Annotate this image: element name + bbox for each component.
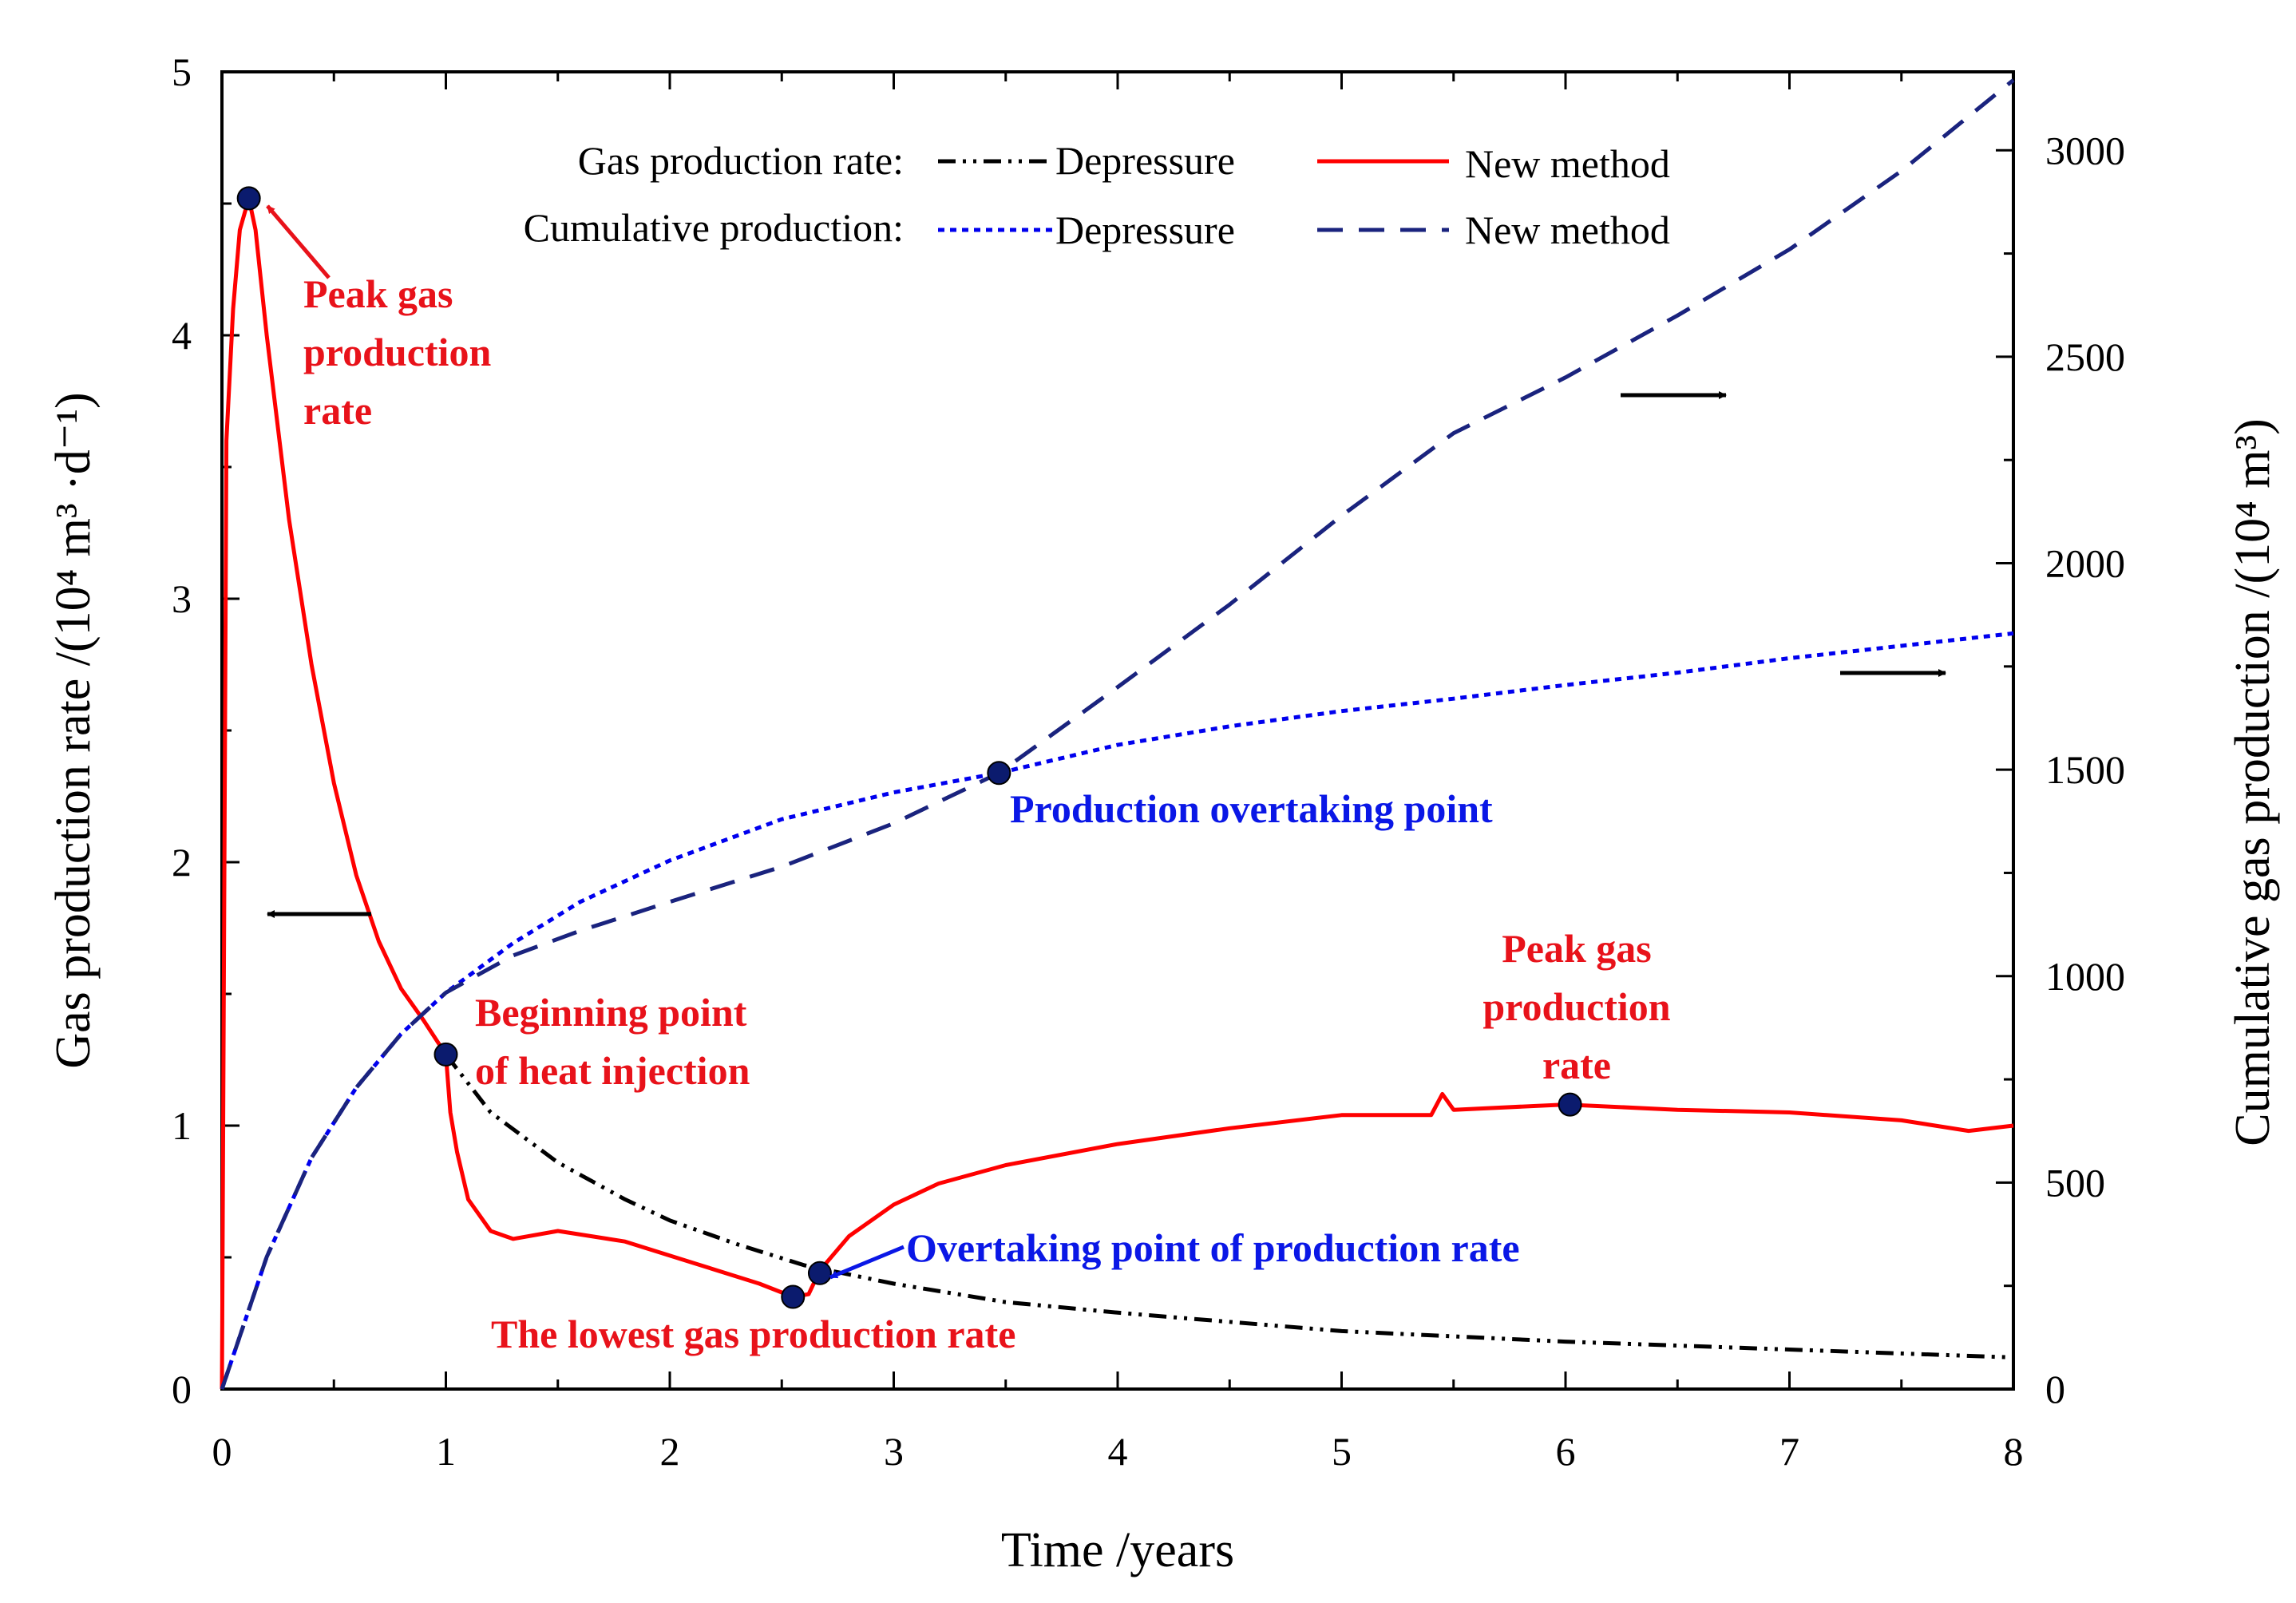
y2-tick-label: 500 [2045,1160,2105,1205]
annotation-peak1-line3: rate [303,388,372,433]
x-tick-label: 4 [1108,1429,1128,1474]
legend-rate-new: New method [1465,141,1670,186]
data-marker [433,1042,458,1067]
annotation-overtake-rate: Overtaking point of production rate [906,1225,1520,1270]
series-line-2 [220,631,2014,1390]
data-marker [987,761,1011,786]
legend: Gas production rate: Cumulative producti… [524,138,1670,252]
y2-tick-label: 1000 [2045,954,2125,999]
plot-frame [220,70,2015,1391]
y2-tick-label: 1500 [2045,747,2125,792]
annotation-peak2: Peak gas production rate [1483,926,1670,1087]
y2-tick-label: 0 [2045,1367,2065,1411]
y-tick-label: 5 [172,49,192,94]
y2-tick-label: 2500 [2045,334,2125,379]
annotation-peak1-line2: production [303,330,491,374]
data-marker [781,1284,806,1309]
annotation-peak1-line1: Peak gas [303,271,453,316]
overtake-rate-pointer-arrow [829,1245,905,1280]
y-tick-label: 0 [172,1367,192,1411]
y-tick-label: 1 [172,1103,192,1148]
x-tick-label: 0 [212,1429,232,1474]
y2-axis-title: Cumulative gas production /(10⁴ m³) [2226,418,2280,1146]
series-line-1 [220,196,2014,1390]
legend-rate-label: Gas production rate: [578,138,904,183]
annotation-peak2-line3: rate [1542,1043,1611,1087]
y-axis-title: Gas production rate /(10⁴ m³ ·d⁻¹) [46,392,101,1068]
y2-tick-label: 2000 [2045,541,2125,586]
series-group [220,78,2015,1390]
annotation-peak1: Peak gas production rate [303,271,491,433]
legend-cum-new: New method [1465,208,1670,252]
y-tick-label: 4 [172,313,192,358]
x-tick-label: 8 [2004,1429,2024,1474]
legend-cumulative-label: Cumulative production: [524,205,904,250]
legend-cum-depressure: Depressure [1055,208,1235,252]
y2-tick-label: 3000 [2045,128,2125,172]
x-tick-label: 5 [1332,1429,1352,1474]
x-tick-label: 2 [660,1429,680,1474]
annotation-lowest: The lowest gas production rate [491,1312,1015,1356]
annotation-peak2-line2: production [1483,984,1670,1029]
annotation-heat-injection: Beginning point of heat injection [475,990,750,1093]
annotation-heat-line2: of heat injection [475,1048,750,1093]
peak1-pointer-arrow [266,204,331,279]
axis-ticks [220,70,2015,1391]
y-tick-label: 2 [172,840,192,885]
x-tick-label: 3 [884,1429,904,1474]
annotation-overtake-prod: Production overtaking point [1010,786,1493,831]
legend-rate-depressure: Depressure [1055,138,1235,183]
series-line-0 [444,1053,2014,1360]
data-marker [1558,1092,1582,1117]
data-marker [807,1261,832,1285]
markers-group [236,186,1582,1309]
x-axis-title: Time /years [1001,1523,1234,1577]
data-marker [236,186,261,211]
annotation-heat-line1: Beginning point [475,990,747,1035]
annotation-peak2-line1: Peak gas [1502,926,1652,971]
y-tick-label: 3 [172,576,192,621]
series-line-3 [220,78,2015,1390]
x-tick-label: 6 [1556,1429,1576,1474]
x-tick-label: 7 [1779,1429,1799,1474]
x-tick-label: 1 [436,1429,456,1474]
